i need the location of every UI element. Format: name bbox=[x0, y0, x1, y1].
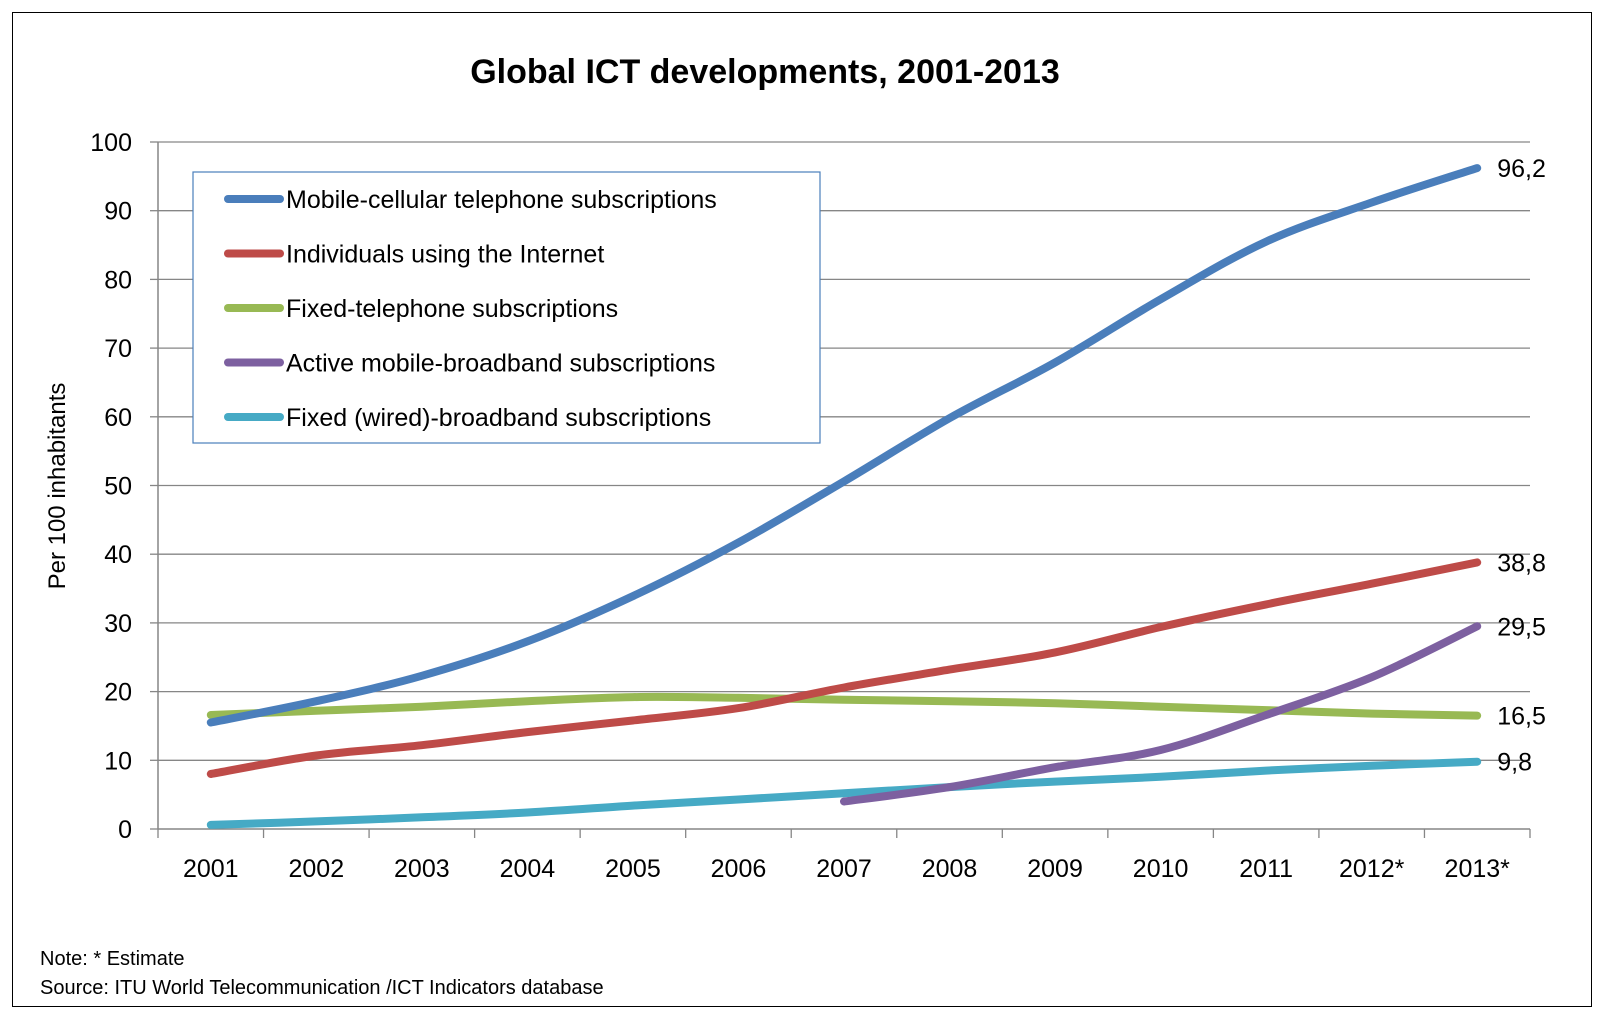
axes bbox=[150, 141, 1531, 838]
end-labels: 9,8 16,5 38,8 29,5 96,2 bbox=[1497, 155, 1546, 777]
series-line bbox=[206, 558, 1482, 778]
y-tick-labels: 0 10 20 30 40 50 60 70 80 90 100 bbox=[90, 129, 132, 844]
x-tick-label: 2009 bbox=[1027, 855, 1083, 883]
x-tick-label: 2005 bbox=[605, 855, 661, 883]
x-tick-label: 2008 bbox=[922, 855, 978, 883]
x-tick-labels: 2001 2002 2003 2004 2005 2006 2007 2008 2009 2010… bbox=[183, 855, 1510, 883]
series-line bbox=[206, 164, 1482, 727]
legend-label: Mobile-cellular telephone subscriptions bbox=[286, 186, 717, 214]
legend-label: Active mobile-broadband subscriptions bbox=[286, 350, 715, 378]
x-tick-label: 2007 bbox=[816, 855, 872, 883]
y-tick-label: 90 bbox=[104, 198, 132, 226]
footnote-estimate: Note: * Estimate bbox=[40, 948, 185, 970]
y-tick-label: 60 bbox=[104, 404, 132, 432]
series-line bbox=[206, 692, 1482, 720]
y-tick-label: 80 bbox=[104, 266, 132, 294]
x-tick-label: 2001 bbox=[183, 855, 239, 883]
x-tick-label: 2013* bbox=[1445, 855, 1511, 883]
footnote-source: Source: ITU World Telecommunication /ICT… bbox=[40, 977, 604, 999]
y-tick-label: 0 bbox=[118, 816, 132, 844]
y-tick-label: 40 bbox=[104, 541, 132, 569]
series-end-label: 9,8 bbox=[1497, 749, 1532, 777]
y-tick-label: 30 bbox=[104, 610, 132, 638]
x-tick-label: 2002 bbox=[288, 855, 344, 883]
series-line bbox=[840, 622, 1482, 806]
series-end-label: 96,2 bbox=[1497, 155, 1546, 183]
x-tick-label: 2010 bbox=[1133, 855, 1189, 883]
legend-label: Fixed-telephone subscriptions bbox=[286, 295, 618, 323]
chart-title: Global ICT developments, 2001-2013 bbox=[470, 53, 1060, 91]
x-tick-label: 2006 bbox=[711, 855, 767, 883]
series-lines bbox=[206, 164, 1482, 829]
y-tick-label: 20 bbox=[104, 679, 132, 707]
y-axis-label: Per 100 inhabitants bbox=[44, 383, 71, 590]
series-end-label: 16,5 bbox=[1497, 703, 1546, 731]
x-tick-label: 2012* bbox=[1339, 855, 1405, 883]
y-tick-label: 50 bbox=[104, 473, 132, 501]
legend: Mobile-cellular telephone subscriptions I… bbox=[192, 171, 821, 444]
legend-box bbox=[192, 171, 821, 444]
series-line bbox=[206, 757, 1482, 829]
series-end-label: 38,8 bbox=[1497, 549, 1546, 577]
x-tick-label: 2011 bbox=[1239, 855, 1293, 883]
y-tick-label: 70 bbox=[104, 335, 132, 363]
x-tick-label: 2004 bbox=[500, 855, 556, 883]
x-tick-label: 2003 bbox=[394, 855, 450, 883]
legend-label: Fixed (wired)-broadband subscriptions bbox=[286, 404, 711, 432]
y-tick-label: 10 bbox=[104, 747, 132, 775]
series-end-label: 29,5 bbox=[1497, 613, 1546, 641]
y-tick-label: 100 bbox=[90, 129, 132, 157]
legend-label: Individuals using the Internet bbox=[286, 241, 604, 269]
